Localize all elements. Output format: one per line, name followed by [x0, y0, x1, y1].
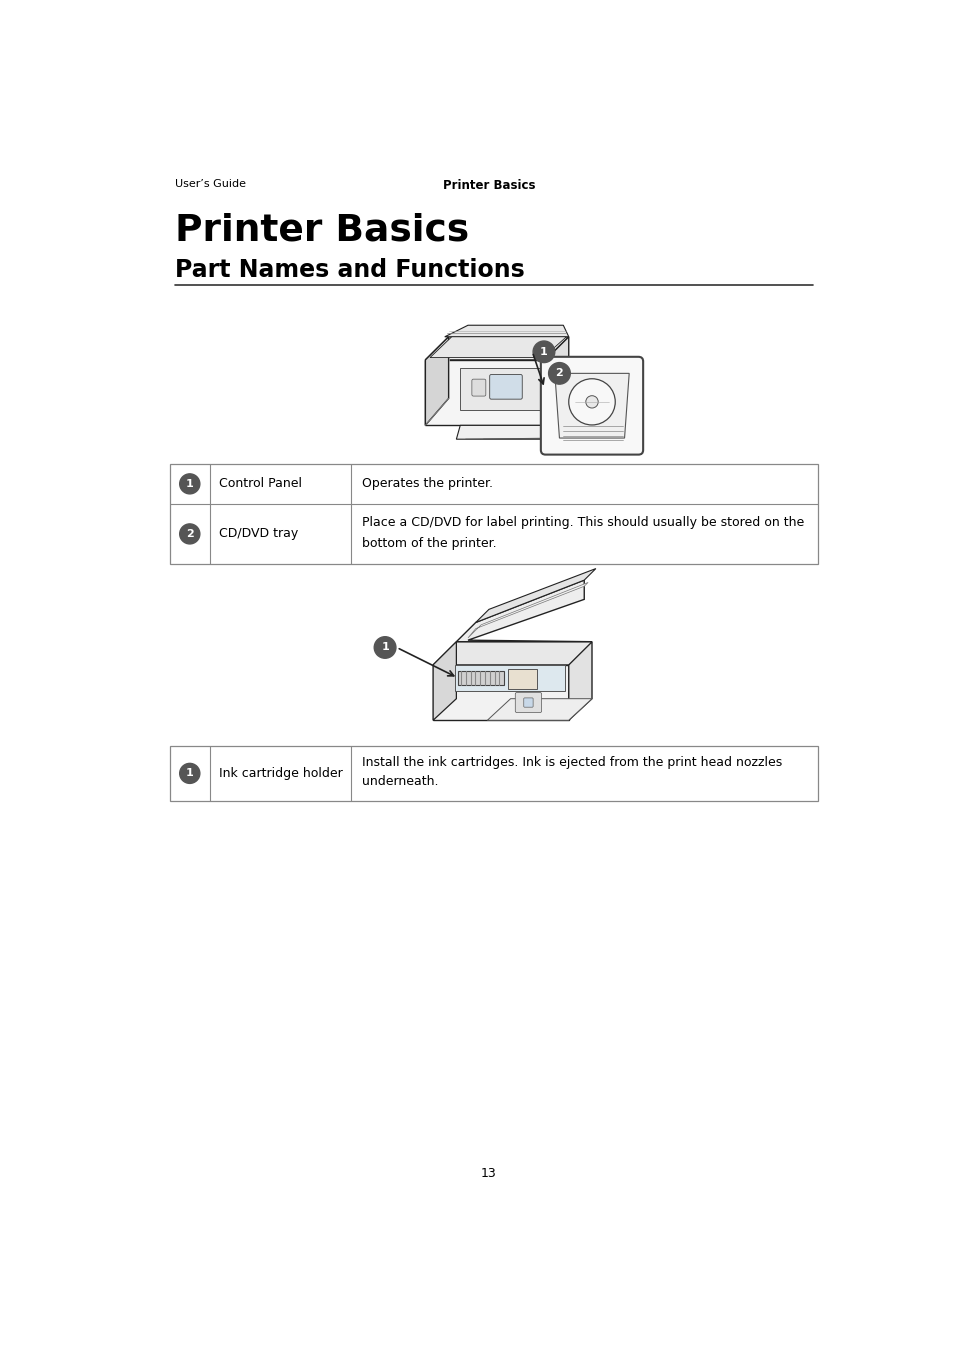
- Text: 1: 1: [381, 643, 389, 652]
- Text: 1: 1: [186, 768, 193, 779]
- FancyBboxPatch shape: [523, 698, 533, 707]
- Circle shape: [585, 396, 598, 408]
- Circle shape: [179, 763, 199, 783]
- Text: 2: 2: [555, 369, 562, 378]
- Text: 1: 1: [186, 479, 193, 489]
- Text: 1: 1: [539, 347, 547, 356]
- FancyBboxPatch shape: [457, 671, 504, 684]
- Polygon shape: [555, 374, 629, 437]
- FancyBboxPatch shape: [515, 693, 541, 713]
- FancyBboxPatch shape: [540, 356, 642, 455]
- Polygon shape: [433, 641, 456, 721]
- Text: Install the ink cartridges. Ink is ejected from the print head nozzles: Install the ink cartridges. Ink is eject…: [361, 756, 781, 770]
- Polygon shape: [444, 325, 568, 336]
- Text: Control Panel: Control Panel: [219, 478, 302, 490]
- Text: Operates the printer.: Operates the printer.: [361, 478, 493, 490]
- FancyBboxPatch shape: [507, 670, 537, 690]
- Text: Part Names and Functions: Part Names and Functions: [174, 258, 524, 282]
- Text: bottom of the printer.: bottom of the printer.: [361, 537, 496, 549]
- Circle shape: [179, 474, 199, 494]
- Circle shape: [179, 524, 199, 544]
- Polygon shape: [425, 336, 568, 360]
- FancyBboxPatch shape: [472, 379, 485, 396]
- Polygon shape: [455, 664, 564, 691]
- Polygon shape: [487, 699, 592, 721]
- Polygon shape: [459, 367, 541, 410]
- Text: Printer Basics: Printer Basics: [442, 180, 535, 192]
- Polygon shape: [545, 336, 568, 425]
- Polygon shape: [568, 641, 592, 721]
- FancyBboxPatch shape: [489, 374, 521, 400]
- Text: CD/DVD tray: CD/DVD tray: [219, 528, 298, 540]
- Polygon shape: [456, 425, 545, 439]
- Text: 2: 2: [186, 529, 193, 539]
- Text: Place a CD/DVD for label printing. This should usually be stored on the: Place a CD/DVD for label printing. This …: [361, 516, 803, 529]
- Polygon shape: [433, 664, 568, 721]
- Polygon shape: [425, 360, 545, 425]
- Polygon shape: [430, 336, 566, 358]
- Text: Printer Basics: Printer Basics: [174, 212, 469, 248]
- Polygon shape: [476, 568, 596, 622]
- Circle shape: [533, 342, 555, 363]
- Circle shape: [374, 637, 395, 659]
- Circle shape: [568, 379, 615, 425]
- Polygon shape: [433, 641, 592, 664]
- Text: User’s Guide: User’s Guide: [174, 180, 246, 189]
- Polygon shape: [468, 582, 587, 637]
- Text: underneath.: underneath.: [361, 775, 437, 787]
- Text: 13: 13: [480, 1166, 497, 1180]
- Text: Ink cartridge holder: Ink cartridge holder: [219, 767, 343, 780]
- Polygon shape: [425, 336, 448, 425]
- Circle shape: [548, 363, 570, 385]
- Polygon shape: [456, 580, 592, 641]
